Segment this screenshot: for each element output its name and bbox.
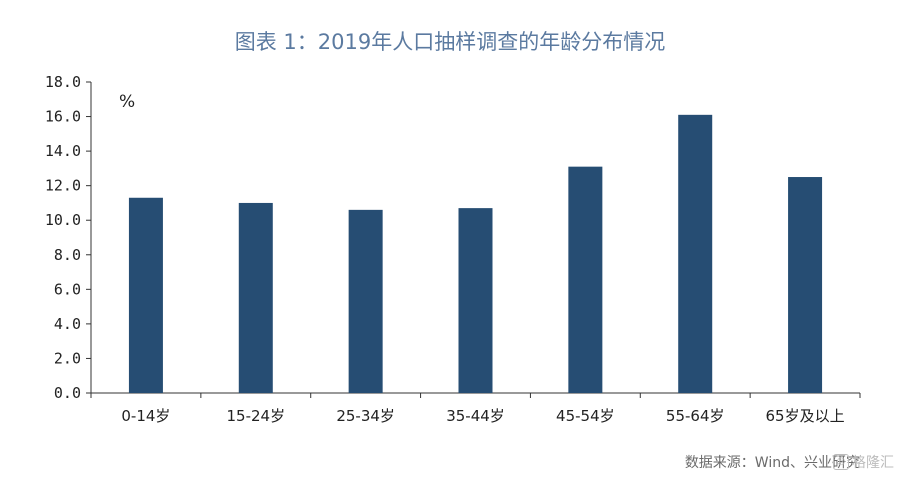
chart-title: 图表 1：2019年人口抽样调查的年龄分布情况	[234, 30, 666, 54]
watermark-logo-icon: ◎	[833, 454, 849, 470]
bar	[788, 177, 823, 393]
x-category-label: 45-54岁	[556, 407, 615, 425]
x-category-label: 0-14岁	[121, 407, 170, 425]
bar	[458, 208, 493, 393]
source-note: 数据来源：Wind、兴业研究	[684, 455, 860, 471]
y-tick-label: 2.0	[54, 349, 81, 367]
watermark-text: 格隆汇	[852, 455, 894, 471]
unit-label: %	[119, 92, 135, 112]
y-tick-label: 10.0	[45, 211, 81, 229]
bar	[678, 114, 713, 394]
y-tick-label: 18.0	[45, 73, 81, 91]
bar	[128, 197, 163, 393]
x-category-label: 55-64岁	[666, 407, 725, 425]
x-category-label: 65岁及以上	[766, 407, 845, 425]
watermark: ◎ 格隆汇	[833, 452, 894, 472]
y-tick-label: 14.0	[45, 142, 81, 160]
bar	[348, 209, 383, 393]
x-category-label: 15-24岁	[226, 407, 285, 425]
y-tick-label: 6.0	[54, 280, 81, 298]
y-tick-label: 0.0	[54, 384, 81, 402]
y-tick-label: 16.0	[45, 108, 81, 126]
y-axis: 0.0 2.0 4.0 6.0 8.0 10.0 12.0 14.0 16.0 18.0	[45, 73, 92, 402]
y-tick-label: 4.0	[54, 315, 81, 333]
x-category-label: 25-34岁	[336, 407, 395, 425]
bar	[568, 166, 603, 393]
y-tick-label: 8.0	[54, 246, 81, 264]
y-tick-label: 12.0	[45, 177, 81, 195]
x-category-label: 35-44岁	[446, 407, 505, 425]
x-axis: 0-14岁 15-24岁 25-34岁 35-44岁 45-54岁 55-64岁 65岁及以…	[90, 392, 861, 425]
bar	[238, 202, 273, 393]
bars	[128, 114, 823, 394]
